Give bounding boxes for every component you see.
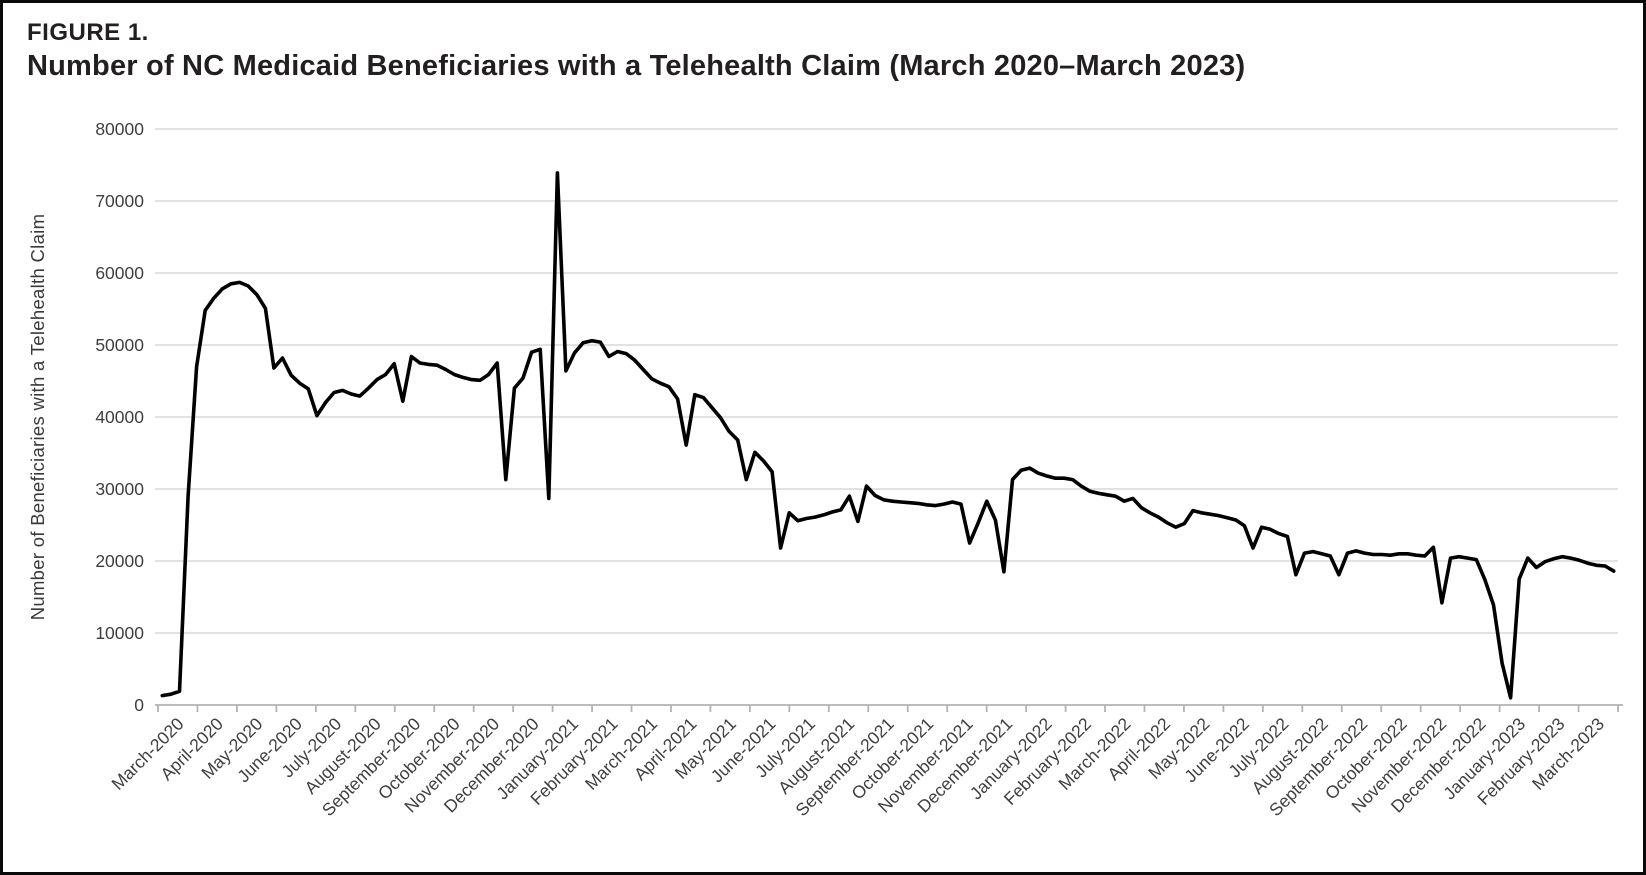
- y-tick-label: 10000: [95, 623, 144, 643]
- figure-title: Number of NC Medicaid Beneficiaries with…: [27, 49, 1246, 82]
- y-tick-label: 70000: [95, 191, 144, 211]
- y-tick-label: 0: [134, 695, 144, 715]
- figure-label: FIGURE 1.: [27, 19, 149, 46]
- y-tick-label: 20000: [95, 551, 144, 571]
- y-axis-title: Number of Beneficiaries with a Telehealt…: [27, 214, 48, 621]
- y-tick-labels: 0 10000 20000 30000 40000 50000 60000 70000 8000…: [95, 119, 144, 715]
- figure-header: FIGURE 1. Number of NC Medicaid Benefici…: [27, 19, 1245, 84]
- x-tick-labels: March-2020April-2020May-2020June-2020Jul…: [107, 713, 1608, 820]
- y-gridlines: [155, 128, 1618, 634]
- line-chart: 0 10000 20000 30000 40000 50000 60000 70000 8000…: [27, 119, 1623, 820]
- y-tick-label: 50000: [95, 335, 144, 355]
- y-tick-label: 60000: [95, 263, 144, 283]
- x-tick-marks: [157, 705, 1619, 712]
- y-tick-label: 30000: [95, 479, 144, 499]
- data-line-beneficiaries: [160, 171, 1616, 700]
- y-tick-label: 40000: [95, 407, 144, 427]
- y-tick-label: 80000: [95, 119, 144, 139]
